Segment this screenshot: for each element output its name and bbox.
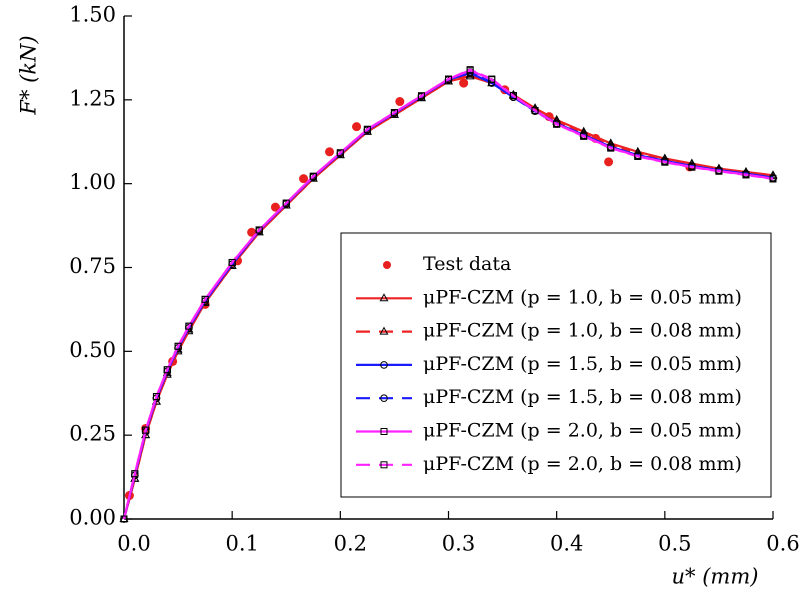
series-line [122, 68, 774, 520]
data-point [352, 122, 362, 132]
legend-label: Test data [423, 253, 511, 275]
marker [152, 393, 160, 401]
marker [379, 326, 389, 335]
marker [185, 322, 193, 330]
y-axis-label: F* (kN) [17, 35, 41, 115]
marker [309, 172, 317, 180]
legend-swatch [383, 261, 391, 269]
marker [634, 153, 642, 161]
marker [282, 199, 290, 207]
marker [607, 144, 615, 152]
marker [488, 75, 496, 83]
data-point [270, 202, 280, 212]
legend-label: μPF-CZM (p = 1.5, b = 0.05 mm) [423, 353, 742, 375]
marker [380, 461, 388, 469]
marker [379, 293, 389, 302]
data-point [299, 174, 309, 184]
marker [445, 75, 452, 83]
legend-box [340, 232, 772, 498]
legend-label: μPF-CZM (p = 1.0, b = 0.05 mm) [423, 286, 742, 308]
y-tick-label: 1.25 [69, 86, 116, 110]
marker [688, 163, 696, 171]
y-tick-label: 0.75 [69, 254, 116, 278]
x-tick-label: 0.3 [442, 532, 475, 556]
marker [553, 120, 561, 128]
marker [380, 394, 388, 403]
legend-label: μPF-CZM (p = 1.5, b = 0.08 mm) [423, 386, 742, 408]
y-tick-label: 0.50 [69, 338, 116, 362]
x-tick-label: 0.5 [658, 532, 691, 556]
marker [201, 295, 209, 303]
x-axis-label: u* (mm) [672, 565, 759, 589]
marker [336, 149, 344, 157]
marker [466, 66, 474, 74]
y-tick-label: 0.25 [69, 422, 116, 446]
marker [509, 91, 517, 99]
marker [417, 92, 425, 100]
marker [363, 125, 371, 133]
marker [742, 171, 750, 179]
data-point [395, 97, 405, 107]
marker [120, 515, 128, 523]
data-point [325, 147, 335, 157]
marker [390, 109, 398, 117]
x-tick-label: 0.0 [117, 532, 150, 556]
legend-label: μPF-CZM (p = 1.0, b = 0.08 mm) [423, 320, 742, 342]
marker [142, 426, 150, 434]
x-tick-label: 0.2 [334, 532, 367, 556]
marker [580, 132, 588, 140]
legend: Test data μPF-CZM (p = 1.0, b = 0.05 mm) μ… [340, 232, 772, 498]
y-tick-label: 1.50 [69, 3, 116, 27]
marker [380, 428, 388, 435]
marker [769, 175, 777, 183]
marker [174, 342, 182, 350]
y-tick-label: 1.00 [69, 170, 116, 194]
marker [255, 226, 263, 234]
data-point [459, 78, 469, 88]
x-tick-label: 0.1 [225, 532, 258, 556]
marker [661, 158, 669, 166]
legend-label: μPF-CZM (p = 2.0, b = 0.08 mm) [423, 453, 742, 475]
marker [163, 366, 171, 374]
x-tick-label: 0.4 [550, 532, 583, 556]
legend-label: μPF-CZM (p = 2.0, b = 0.05 mm) [423, 420, 742, 442]
marker [531, 107, 539, 115]
marker [715, 167, 723, 175]
data-point [247, 227, 257, 237]
marker [131, 470, 139, 478]
marker [228, 258, 236, 266]
x-tick-label: 0.6 [766, 532, 799, 556]
marker [380, 361, 388, 369]
data-point [604, 157, 614, 167]
y-tick-label: 0.00 [69, 506, 116, 530]
